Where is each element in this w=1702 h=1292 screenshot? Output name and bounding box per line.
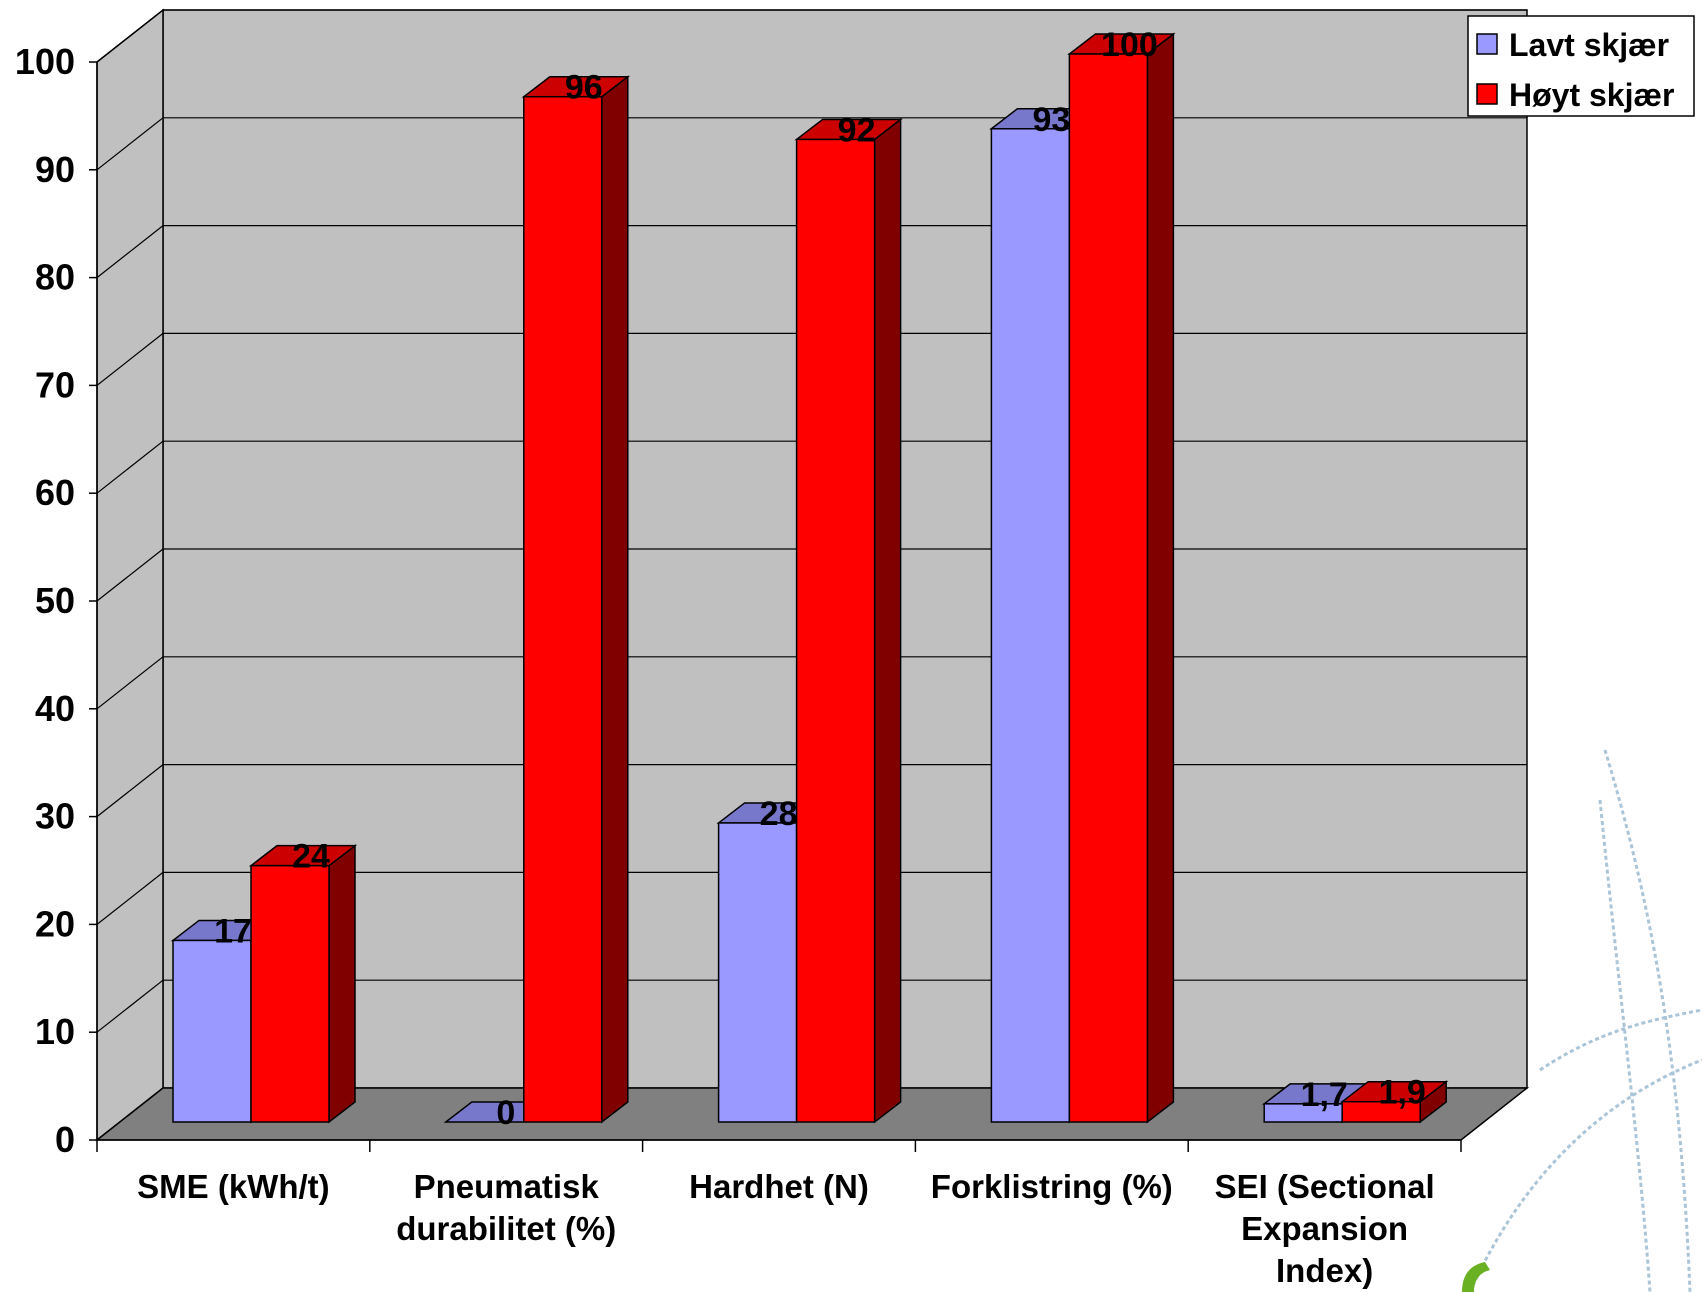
- bar-front-face: [172, 939, 252, 1123]
- y-tick-label: 90: [35, 149, 75, 190]
- legend-label-hoyt: Høyt skjær: [1509, 77, 1674, 113]
- bar-hoyt: [794, 117, 903, 1124]
- legend-label-lavt: Lavt skjær: [1509, 27, 1669, 63]
- legend-box: [1467, 15, 1695, 117]
- x-category-label: SME (kWh/t): [137, 1168, 329, 1205]
- data-label: 28: [760, 795, 798, 833]
- gridline-side: [96, 979, 164, 1033]
- bar-side-face: [873, 117, 902, 1124]
- y-tick-label: 80: [35, 257, 75, 298]
- bar-front-face: [1068, 53, 1149, 1123]
- data-label: 100: [1101, 26, 1158, 64]
- y-tick-label: 70: [35, 364, 75, 405]
- gridline-side: [96, 548, 164, 602]
- bar-side-face: [601, 75, 629, 1124]
- x-category-label: Pneumatisk durabilitet (%): [396, 1168, 616, 1247]
- gridline-side: [96, 225, 164, 279]
- gridline-side: [96, 332, 164, 386]
- legend-swatch-lavt: [1476, 33, 1498, 55]
- y-tick-label: 40: [35, 688, 75, 729]
- data-label: 0: [496, 1094, 515, 1132]
- data-label: 1,9: [1379, 1074, 1426, 1112]
- data-label: 1,7: [1301, 1076, 1348, 1114]
- background-swirl-decoration: [1468, 749, 1702, 1292]
- gridline-side: [96, 117, 164, 171]
- gridline-side: [96, 9, 164, 63]
- bar-front-face: [1341, 1100, 1421, 1123]
- bar-front-face: [250, 864, 330, 1123]
- logo-mark-icon: [1462, 1262, 1490, 1292]
- bar-front-face: [717, 822, 798, 1123]
- data-label: 24: [292, 838, 330, 876]
- x-category-label: Hardhet (N): [689, 1168, 869, 1205]
- x-category-label: SEI (Sectional Expansion Index): [1215, 1168, 1435, 1289]
- legend: Lavt skjær Høyt skjær: [1467, 15, 1695, 117]
- bar-side-face: [1146, 32, 1175, 1124]
- gridline-side: [96, 764, 164, 818]
- y-tick-label: 10: [35, 1011, 75, 1052]
- bar-hoyt: [1067, 32, 1176, 1124]
- y-tick-label: 60: [35, 472, 75, 513]
- y-tick-label: 20: [35, 903, 75, 944]
- x-axis: SME (kWh/t) Pneumatisk durabilitet (%) Hard…: [96, 1139, 1462, 1289]
- x-category-label: Forklistring (%): [931, 1168, 1173, 1205]
- legend-swatch-hoyt: [1476, 83, 1498, 105]
- bar-hoyt: [248, 844, 358, 1124]
- data-labels: 17 24 0 96 28 92 93 100 1,7 1,9: [214, 26, 1426, 1132]
- data-label: 93: [1032, 101, 1070, 139]
- y-tick-label: 0: [55, 1119, 75, 1160]
- bar-hoyt: [1339, 1080, 1449, 1124]
- gridline-side: [96, 656, 164, 710]
- data-label: 92: [838, 111, 876, 149]
- bar-front-face: [795, 138, 876, 1123]
- bar-side-face: [328, 844, 356, 1124]
- data-label: 17: [214, 912, 252, 950]
- y-tick-label: 100: [15, 41, 75, 82]
- y-tick-label: 30: [35, 796, 75, 837]
- data-label: 96: [565, 69, 603, 107]
- y-tick-label: 50: [35, 580, 75, 621]
- bar-front-face: [523, 95, 603, 1123]
- bar-front-face: [990, 128, 1071, 1123]
- gridline-side: [96, 440, 164, 494]
- y-axis: 0 10 20 30 40 50 60 70 80 90 100: [15, 41, 98, 1160]
- bar-hoyt: [521, 75, 631, 1124]
- bars: [170, 32, 1449, 1124]
- gridline-side: [96, 871, 164, 925]
